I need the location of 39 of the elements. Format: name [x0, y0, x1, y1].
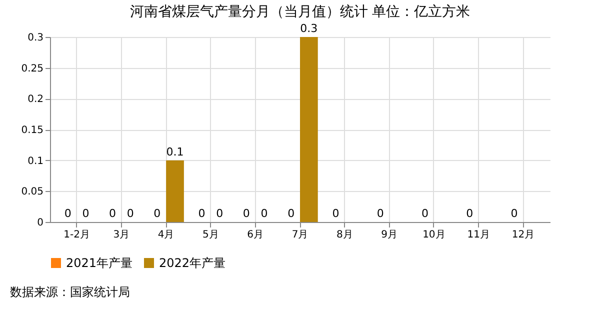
x-tick-label: 1-2月 [64, 230, 90, 240]
data-label: 0 [109, 207, 116, 220]
data-label: 0 [82, 207, 90, 220]
y-tick-label: 0.2 [28, 94, 44, 106]
legend-label: 2021年产量 [66, 256, 133, 270]
y-tick-label: 0.3 [28, 32, 44, 44]
legend-label: 2022年产量 [159, 256, 226, 270]
chart-title: 河南省煤层气产量分月（当月值）统计 单位：亿立方米 [130, 4, 470, 20]
data-label: 0 [510, 207, 518, 220]
x-tick-label: 4月 [158, 230, 174, 240]
data-label: 0 [64, 207, 72, 220]
data-label: 0 [376, 207, 384, 220]
data-label: 0 [242, 207, 250, 220]
data-label: 0 [260, 207, 268, 220]
data-label: 0 [216, 207, 224, 220]
data-label: 0.3 [300, 22, 318, 35]
data-label: 0 [288, 207, 295, 220]
y-tick-label: 0 [37, 218, 44, 228]
data-label: 0.1 [166, 145, 184, 158]
source-note: 数据来源：国家统计局 [10, 285, 130, 299]
y-tick-label: 0.15 [21, 125, 44, 136]
data-label: 0 [422, 207, 428, 220]
x-tick-label: 8月 [336, 230, 353, 240]
x-tick-label: 11月 [467, 230, 490, 240]
data-label: 0 [466, 207, 474, 220]
y-tick-label: 0.1 [28, 156, 44, 167]
data-label: 0 [198, 207, 206, 220]
data-label: 0 [332, 207, 340, 220]
data-label: 0 [126, 207, 134, 220]
y-tick-label: 0.05 [21, 186, 44, 198]
x-tick-label: 3月 [113, 230, 130, 240]
x-tick-label: 6月 [247, 230, 264, 240]
x-tick-label: 5月 [202, 230, 219, 240]
x-tick-label: 7月 [292, 230, 308, 240]
data-label: 0 [154, 207, 161, 220]
x-tick-label: 12月 [512, 230, 535, 240]
x-tick-label: 10月 [422, 230, 446, 240]
y-tick-label: 0.25 [21, 63, 44, 74]
x-tick-label: 9月 [381, 230, 398, 240]
